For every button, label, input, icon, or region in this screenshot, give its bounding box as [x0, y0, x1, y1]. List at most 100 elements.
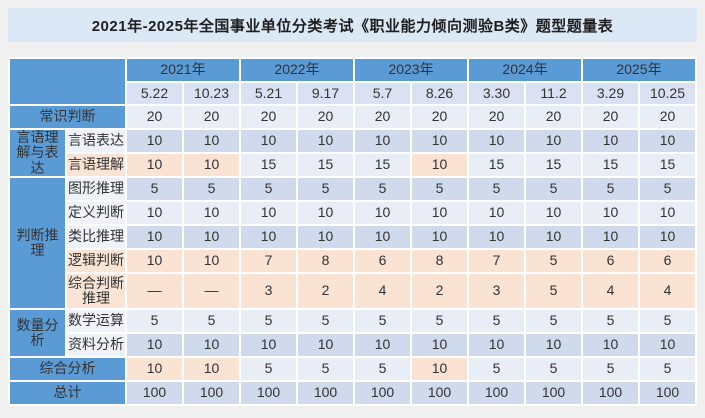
table-row: 言语理解 10 10 15 15 15 10 15 15 15 15 [10, 154, 695, 177]
value-cell: 3 [241, 274, 296, 309]
value-cell: 15 [241, 154, 296, 177]
row-group-label: 综合分析 [10, 358, 125, 381]
value-cell: 5 [241, 178, 296, 201]
value-cell: 5 [241, 310, 296, 333]
value-cell: 5 [526, 310, 581, 333]
value-cell: 5 [355, 178, 410, 201]
value-cell: 10 [298, 226, 353, 249]
value-cell: 5 [355, 358, 410, 381]
exam-date-cell: 5.7 [355, 83, 410, 104]
value-cell: 5 [583, 358, 638, 381]
value-cell: 5 [127, 178, 182, 201]
value-cell: 10 [184, 226, 239, 249]
year-header-cell: 2025年 [583, 59, 695, 81]
value-cell: 5 [583, 310, 638, 333]
value-cell: 10 [412, 334, 467, 357]
year-header-cell: 2021年 [127, 59, 239, 81]
table-row: 定义判断 10 10 10 10 10 10 10 10 10 10 [10, 202, 695, 225]
value-cell: 100 [127, 382, 182, 405]
value-cell: 10 [640, 226, 695, 249]
value-cell: 10 [184, 358, 239, 381]
row-group-label: 数量分析 [10, 310, 65, 357]
exam-date-row: 5.22 10.23 5.21 9.17 5.7 8.26 3.30 11.2 3.29 10.2… [10, 83, 695, 104]
value-cell: 10 [640, 130, 695, 153]
value-cell: 6 [583, 250, 638, 273]
value-cell: 20 [355, 106, 410, 128]
value-cell: 10 [184, 154, 239, 177]
row-label: 资料分析 [67, 334, 125, 357]
exam-date-cell: 8.26 [412, 83, 467, 104]
question-count-table: 2021年 2022年 2023年 2024年 2025年 5.22 10.23 5.21 9.… [8, 57, 697, 407]
table-row: 资料分析 10 10 10 10 10 10 10 10 10 10 [10, 334, 695, 357]
exam-date-cell: 5.22 [127, 83, 182, 104]
table-header: 2021年 2022年 2023年 2024年 2025年 5.22 10.23 5.21 9.… [10, 59, 695, 104]
row-label: 逻辑判断 [67, 250, 125, 273]
exam-date-cell: 5.21 [241, 83, 296, 104]
value-cell: 10 [298, 334, 353, 357]
table-row: 逻辑判断 10 10 7 8 6 8 7 5 6 6 [10, 250, 695, 273]
value-cell: 5 [412, 178, 467, 201]
exam-date-cell: 10.25 [640, 83, 695, 104]
value-cell: 10 [412, 154, 467, 177]
value-cell: 10 [241, 130, 296, 153]
value-cell: 5 [526, 274, 581, 309]
exam-date-cell: 10.23 [184, 83, 239, 104]
value-cell: 7 [241, 250, 296, 273]
value-cell: 10 [184, 250, 239, 273]
year-header-cell: 2022年 [241, 59, 353, 81]
value-cell: 100 [241, 382, 296, 405]
value-cell: 10 [526, 130, 581, 153]
value-cell: 10 [412, 358, 467, 381]
value-cell: 10 [412, 130, 467, 153]
value-cell: 5 [640, 178, 695, 201]
value-cell: 20 [184, 106, 239, 128]
value-cell: 10 [355, 130, 410, 153]
value-cell: 8 [412, 250, 467, 273]
value-cell: 15 [298, 154, 353, 177]
value-cell: 5 [469, 358, 524, 381]
value-cell: 15 [526, 154, 581, 177]
value-cell: 15 [469, 154, 524, 177]
value-cell: 5 [526, 178, 581, 201]
value-cell: 5 [184, 310, 239, 333]
value-cell: 10 [526, 226, 581, 249]
table-row: 类比推理 10 10 10 10 10 10 10 10 10 10 [10, 226, 695, 249]
value-cell: 10 [355, 334, 410, 357]
value-cell: 100 [298, 382, 353, 405]
value-cell: 10 [241, 334, 296, 357]
row-label: 言语表达 [67, 130, 125, 153]
value-cell: 10 [526, 202, 581, 225]
value-cell: 100 [640, 382, 695, 405]
value-cell: 10 [127, 130, 182, 153]
value-cell: 10 [127, 226, 182, 249]
table-row: 常识判断 20 20 20 20 20 20 20 20 20 20 [10, 106, 695, 128]
value-cell: 10 [241, 226, 296, 249]
value-cell: 10 [127, 154, 182, 177]
value-cell: 100 [412, 382, 467, 405]
exam-date-cell: 9.17 [298, 83, 353, 104]
value-cell: 100 [583, 382, 638, 405]
value-cell: 20 [412, 106, 467, 128]
value-cell: 15 [640, 154, 695, 177]
value-cell: 4 [640, 274, 695, 309]
value-cell: 20 [298, 106, 353, 128]
value-cell: 8 [298, 250, 353, 273]
table-body: 常识判断 20 20 20 20 20 20 20 20 20 20 言语理解与表达 言语表达 10 10 1… [10, 106, 695, 405]
value-cell: 10 [355, 202, 410, 225]
table-row: 言语理解与表达 言语表达 10 10 10 10 10 10 10 10 10 10 [10, 130, 695, 177]
value-cell: 3 [469, 274, 524, 309]
value-cell: 10 [412, 202, 467, 225]
value-cell: 20 [583, 106, 638, 128]
value-cell: 15 [355, 154, 410, 177]
value-cell: 5 [469, 178, 524, 201]
value-cell: 5 [526, 358, 581, 381]
value-cell: 5 [640, 310, 695, 333]
value-cell: 5 [298, 358, 353, 381]
value-cell: 5 [355, 310, 410, 333]
row-label: 类比推理 [67, 226, 125, 249]
table-row: 总计 100 100 100 100 100 100 100 100 100 100 [10, 382, 695, 405]
value-cell: 100 [469, 382, 524, 405]
value-cell: 10 [127, 334, 182, 357]
value-cell: 20 [127, 106, 182, 128]
table-row: 数量分析 数学运算 5 5 5 5 5 5 5 5 5 5 [10, 310, 695, 357]
